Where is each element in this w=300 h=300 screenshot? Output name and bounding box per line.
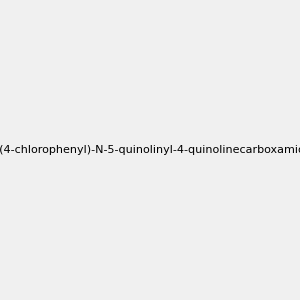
Text: 2-(4-chlorophenyl)-N-5-quinolinyl-4-quinolinecarboxamide: 2-(4-chlorophenyl)-N-5-quinolinyl-4-quin…	[0, 145, 300, 155]
